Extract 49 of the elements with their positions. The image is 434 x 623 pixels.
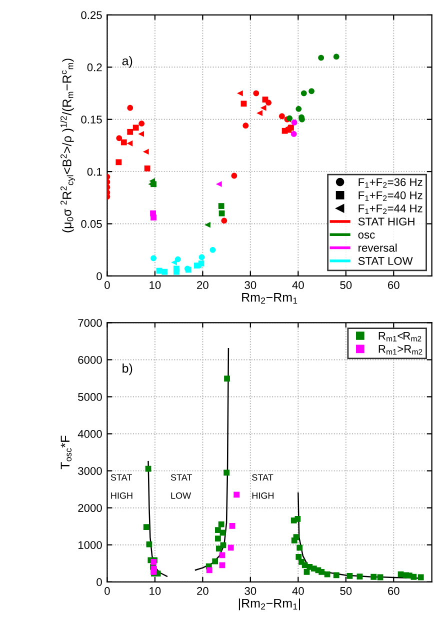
x-tick-label: 20 (197, 587, 208, 595)
text: (μ$_{0}$σ $^{2}$R$^{2}$$_{cyl}$<B$^{2}$>/ρ )$^{1/2}$/(R$_{m}$−R$^{c}$$_{m}$) (60, 58, 76, 232)
legend-label: STAT HIGH (358, 218, 414, 226)
x-tick-label: 40 (292, 587, 304, 595)
y-tick-label: 1000 (78, 541, 102, 549)
x-axis-title: Rm$_{2}$−Rm$_{1}$ (242, 293, 298, 304)
y-axis-title: T$_{osc}$*F (60, 436, 72, 470)
x-axis-title: |Rm$_{2}$−Rm$_{1}$| (238, 598, 300, 610)
annotation: a) (122, 56, 132, 68)
annotation: LOW (171, 492, 192, 499)
x-tick-label: 40 (292, 281, 304, 290)
y-tick-label: 4000 (78, 430, 102, 438)
legend-label: F$_{1}$+F$_{2}$=44 Hz (358, 204, 422, 214)
y-tick-label: 0 (96, 578, 102, 586)
y-tick-label: 3000 (78, 467, 102, 475)
legend-label: STAT LOW (358, 257, 413, 265)
y-tick-label: 0.15 (81, 116, 102, 124)
x-tick-label: 10 (150, 281, 161, 290)
x-tick-label: 30 (244, 587, 256, 595)
annotation: STAT (110, 474, 132, 481)
annotation: HIGH (111, 492, 132, 499)
annotation: b) (122, 364, 132, 376)
legend-label: reversal (358, 244, 397, 252)
legend-label: osc (358, 232, 375, 239)
legend-label: F$_{1}$+F$_{2}$=36 Hz (358, 178, 422, 188)
annotation: HIGH (252, 492, 274, 499)
x-tick-label: 60 (388, 281, 400, 290)
y-tick-label: 0.25 (81, 11, 102, 20)
x-tick-label: 60 (388, 587, 400, 595)
x-tick-label: 0 (104, 587, 110, 595)
x-tick-label: 0 (104, 281, 110, 290)
annotation: STAT (170, 474, 192, 481)
y-tick-label: 6000 (78, 356, 102, 364)
y-tick-label: 0.1 (87, 168, 102, 176)
x-tick-label: 50 (340, 281, 352, 290)
legend-label: F$_{1}$+F$_{2}$=40 Hz (358, 191, 422, 201)
legend-label: R$_{m1}$<R$_{m2}$ (378, 332, 422, 342)
legend-label: R$_{m1}$>R$_{m2}$ (378, 345, 422, 355)
y-tick-label: 0.2 (87, 63, 102, 72)
y-tick-label: 0 (96, 272, 102, 280)
x-tick-label: 50 (340, 587, 352, 595)
x-tick-label: 20 (197, 281, 208, 290)
x-tick-label: 10 (150, 587, 161, 595)
y-tick-label: 5000 (78, 393, 102, 401)
y-tick-label: 7000 (78, 318, 102, 327)
x-tick-label: 30 (244, 281, 256, 290)
y-tick-label: 2000 (78, 504, 102, 512)
annotation: STAT (252, 474, 274, 481)
y-tick-label: 0.05 (81, 220, 102, 228)
